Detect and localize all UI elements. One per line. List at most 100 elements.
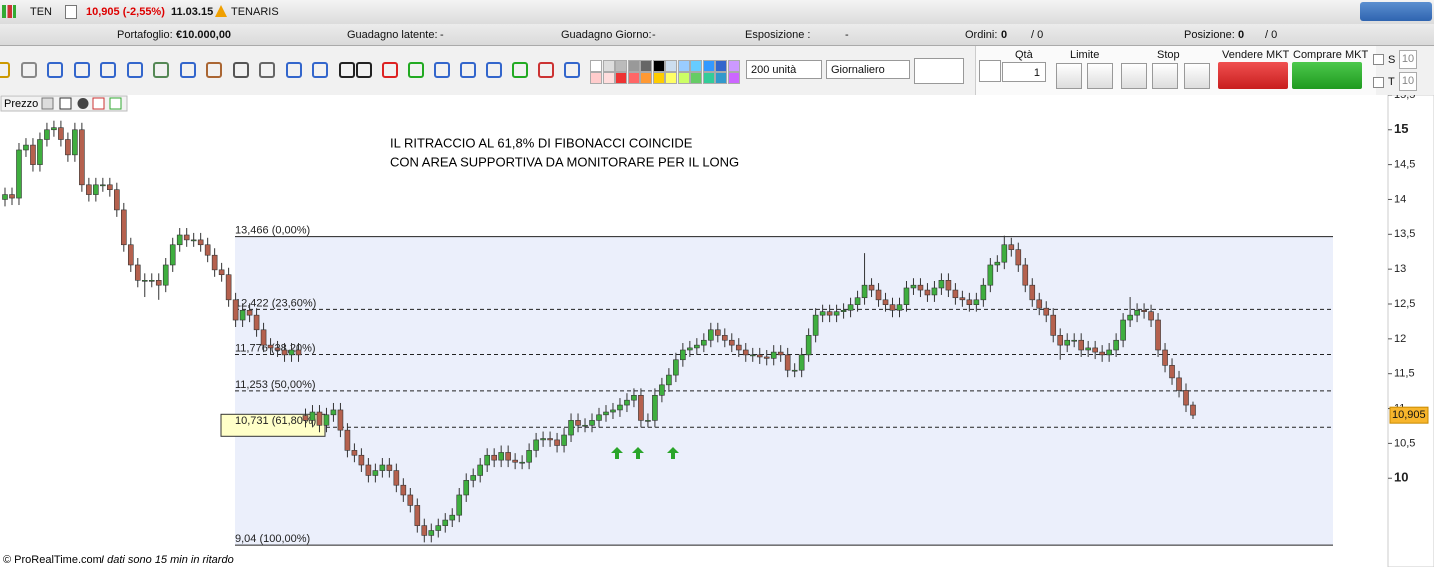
tool-icon[interactable] [259, 62, 275, 78]
s-checkbox[interactable] [1373, 54, 1384, 65]
symbol[interactable]: TEN [30, 6, 52, 18]
stop-sell[interactable] [1152, 63, 1178, 89]
tool-icon[interactable] [206, 62, 222, 78]
candle-body [51, 127, 57, 131]
limit-sell[interactable] [1087, 63, 1113, 89]
settings-button[interactable] [979, 60, 1001, 82]
color-swatch[interactable] [665, 72, 677, 84]
qty-input[interactable]: 1 [1002, 62, 1046, 82]
color-swatch[interactable] [727, 60, 740, 72]
tool-icon[interactable] [312, 62, 328, 78]
panel-add[interactable] [92, 97, 105, 110]
tool-icon[interactable] [486, 62, 502, 78]
panel-settings[interactable] [41, 97, 54, 110]
candle-body [232, 299, 239, 321]
color-swatch[interactable] [602, 72, 615, 84]
tool-icon[interactable] [47, 62, 63, 78]
color-swatch[interactable] [627, 72, 640, 84]
sell-button[interactable] [1218, 62, 1288, 89]
candle-body [610, 409, 616, 413]
tool-icon[interactable] [100, 62, 116, 78]
candle-body [645, 420, 651, 422]
color-swatch[interactable] [715, 72, 727, 84]
panel-title: Prezzo [4, 98, 38, 110]
tool-icon[interactable] [338, 62, 355, 78]
color-swatch[interactable] [590, 72, 602, 84]
tool-icon[interactable] [564, 62, 580, 78]
candle-body [575, 420, 581, 426]
candle-body [1085, 347, 1091, 351]
position-total: / 0 [1265, 29, 1278, 41]
color-swatch[interactable] [652, 72, 665, 84]
t-value[interactable]: 10 [1399, 72, 1417, 91]
info-icon[interactable] [65, 5, 77, 19]
candle-body [987, 264, 994, 286]
units-select[interactable]: 200 unità [746, 60, 822, 79]
stop-close[interactable] [1184, 63, 1210, 89]
s-value[interactable]: 10 [1399, 50, 1417, 69]
color-swatch[interactable] [652, 60, 665, 72]
tool-icon[interactable] [512, 62, 528, 78]
stop-buy[interactable] [1121, 63, 1147, 89]
candle-body [882, 299, 889, 305]
color-swatch[interactable] [627, 60, 640, 72]
tool-icon[interactable] [20, 62, 37, 78]
color-swatch[interactable] [702, 60, 715, 72]
color-swatch[interactable] [690, 72, 702, 84]
color-swatch[interactable] [590, 60, 602, 72]
panel-maximize[interactable] [59, 97, 72, 110]
panel-close[interactable] [77, 98, 89, 109]
chart-type-button[interactable] [914, 58, 964, 84]
color-swatch[interactable] [702, 72, 715, 84]
candle-body [917, 284, 924, 291]
candle-body [1106, 349, 1112, 356]
candle-body [826, 311, 833, 316]
candle-body [1029, 284, 1036, 301]
candle-body [721, 335, 728, 341]
t-checkbox[interactable] [1373, 77, 1384, 88]
candle-body [952, 289, 959, 299]
tool-icon[interactable] [434, 62, 450, 78]
candle-body [805, 335, 812, 356]
color-swatch[interactable] [727, 72, 740, 84]
tool-icon[interactable] [232, 62, 249, 78]
buy-button[interactable] [1292, 62, 1362, 89]
tool-icon[interactable] [73, 62, 90, 78]
color-swatch[interactable] [640, 72, 652, 84]
candle-body [344, 429, 351, 451]
candle-body [617, 404, 623, 411]
color-swatch[interactable] [640, 60, 652, 72]
tool-icon[interactable] [408, 62, 424, 78]
color-swatch[interactable] [665, 60, 677, 72]
color-swatch[interactable] [677, 60, 690, 72]
limit-buy[interactable] [1056, 63, 1082, 89]
color-swatch[interactable] [677, 72, 690, 84]
candle-body [456, 494, 463, 516]
tool-icon[interactable] [285, 62, 302, 78]
tool-icon[interactable] [126, 62, 143, 78]
candle-body [1078, 339, 1084, 351]
color-swatch[interactable] [690, 60, 702, 72]
panel-up[interactable] [109, 97, 122, 110]
annotation: IL RITRACCIO AL 61,8% DI FIBONACCI COINC… [390, 135, 693, 150]
tool-icon[interactable] [538, 62, 554, 78]
color-swatch[interactable] [615, 60, 627, 72]
chart-icon[interactable] [2, 5, 16, 18]
tool-icon[interactable] [179, 62, 196, 78]
candle-body [624, 399, 630, 406]
window-controls[interactable] [1360, 2, 1432, 21]
tool-icon[interactable] [0, 62, 10, 78]
candle-body [735, 344, 742, 351]
tool-icon[interactable] [460, 62, 476, 78]
candle-body [253, 314, 260, 331]
color-swatch[interactable] [602, 60, 615, 72]
color-swatch[interactable] [615, 72, 627, 84]
tool-icon[interactable] [356, 62, 372, 78]
period-select[interactable]: Giornaliero [826, 60, 910, 79]
color-swatch[interactable] [715, 60, 727, 72]
tool-icon[interactable] [382, 62, 398, 78]
candle-body [302, 415, 309, 421]
tool-icon[interactable] [153, 62, 169, 78]
candle-body [1064, 339, 1071, 346]
candle-body [218, 269, 225, 276]
